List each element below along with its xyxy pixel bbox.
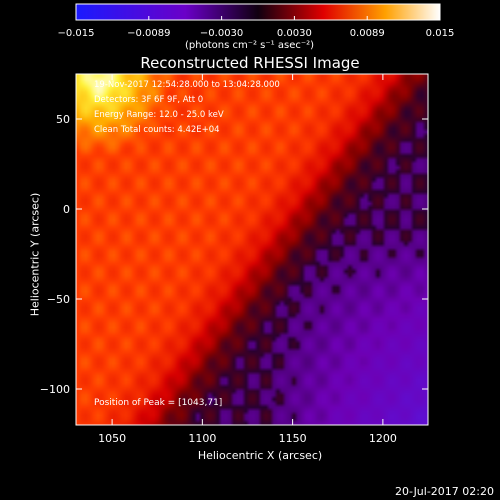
annotation-counts: Clean Total counts: 4.42E+04 xyxy=(94,125,220,135)
y-tick-label: −100 xyxy=(40,383,70,396)
colorbar-label: (photons cm⁻² s⁻¹ asec⁻²) xyxy=(185,40,315,51)
colorbar-ticks: −0.015 −0.0089 −0.0030 0.0030 0.0089 0.015 xyxy=(57,16,454,39)
annotation-time-range: 19-Nov-2017 12:54:28.000 to 13:04:28.000 xyxy=(94,80,280,90)
y-axis-label: Heliocentric Y (arcsec) xyxy=(28,192,42,317)
colorbar-tick-label: −0.015 xyxy=(57,28,94,39)
x-tick-label: 1100 xyxy=(188,432,216,445)
axis-ticks: 1050 1100 1150 1200 −100 −50 0 50 xyxy=(40,74,428,445)
heatmap-image xyxy=(76,74,428,425)
colorbar-tick-label: 0.015 xyxy=(426,28,455,39)
plot-frame xyxy=(75,73,429,426)
chart-title: Reconstructed RHESSI Image xyxy=(140,54,360,72)
colorbar-tick-label: −0.0089 xyxy=(127,28,170,39)
y-tick-label: −50 xyxy=(47,293,70,306)
x-tick-label: 1150 xyxy=(279,432,307,445)
colorbar-tick-label: −0.0030 xyxy=(200,28,243,39)
y-tick-label: 50 xyxy=(56,113,70,126)
x-tick-label: 1050 xyxy=(98,432,126,445)
x-axis-label: Heliocentric X (arcsec) xyxy=(197,449,323,462)
annotation-detectors: Detectors: 3F 6F 9F, Att 0 xyxy=(94,95,204,105)
colorbar-tick-label: 0.0089 xyxy=(350,28,385,39)
colorbar-tick-label: 0.0030 xyxy=(277,28,312,39)
colorbar xyxy=(75,3,441,21)
x-tick-label: 1200 xyxy=(369,432,397,445)
peak-position-label: Position of Peak = [1043,71] xyxy=(94,398,223,408)
annotation-energy-range: Energy Range: 12.0 - 25.0 keV xyxy=(94,110,224,120)
footer-timestamp: 20-Jul-2017 02:20 xyxy=(394,485,494,498)
y-tick-label: 0 xyxy=(63,203,70,216)
